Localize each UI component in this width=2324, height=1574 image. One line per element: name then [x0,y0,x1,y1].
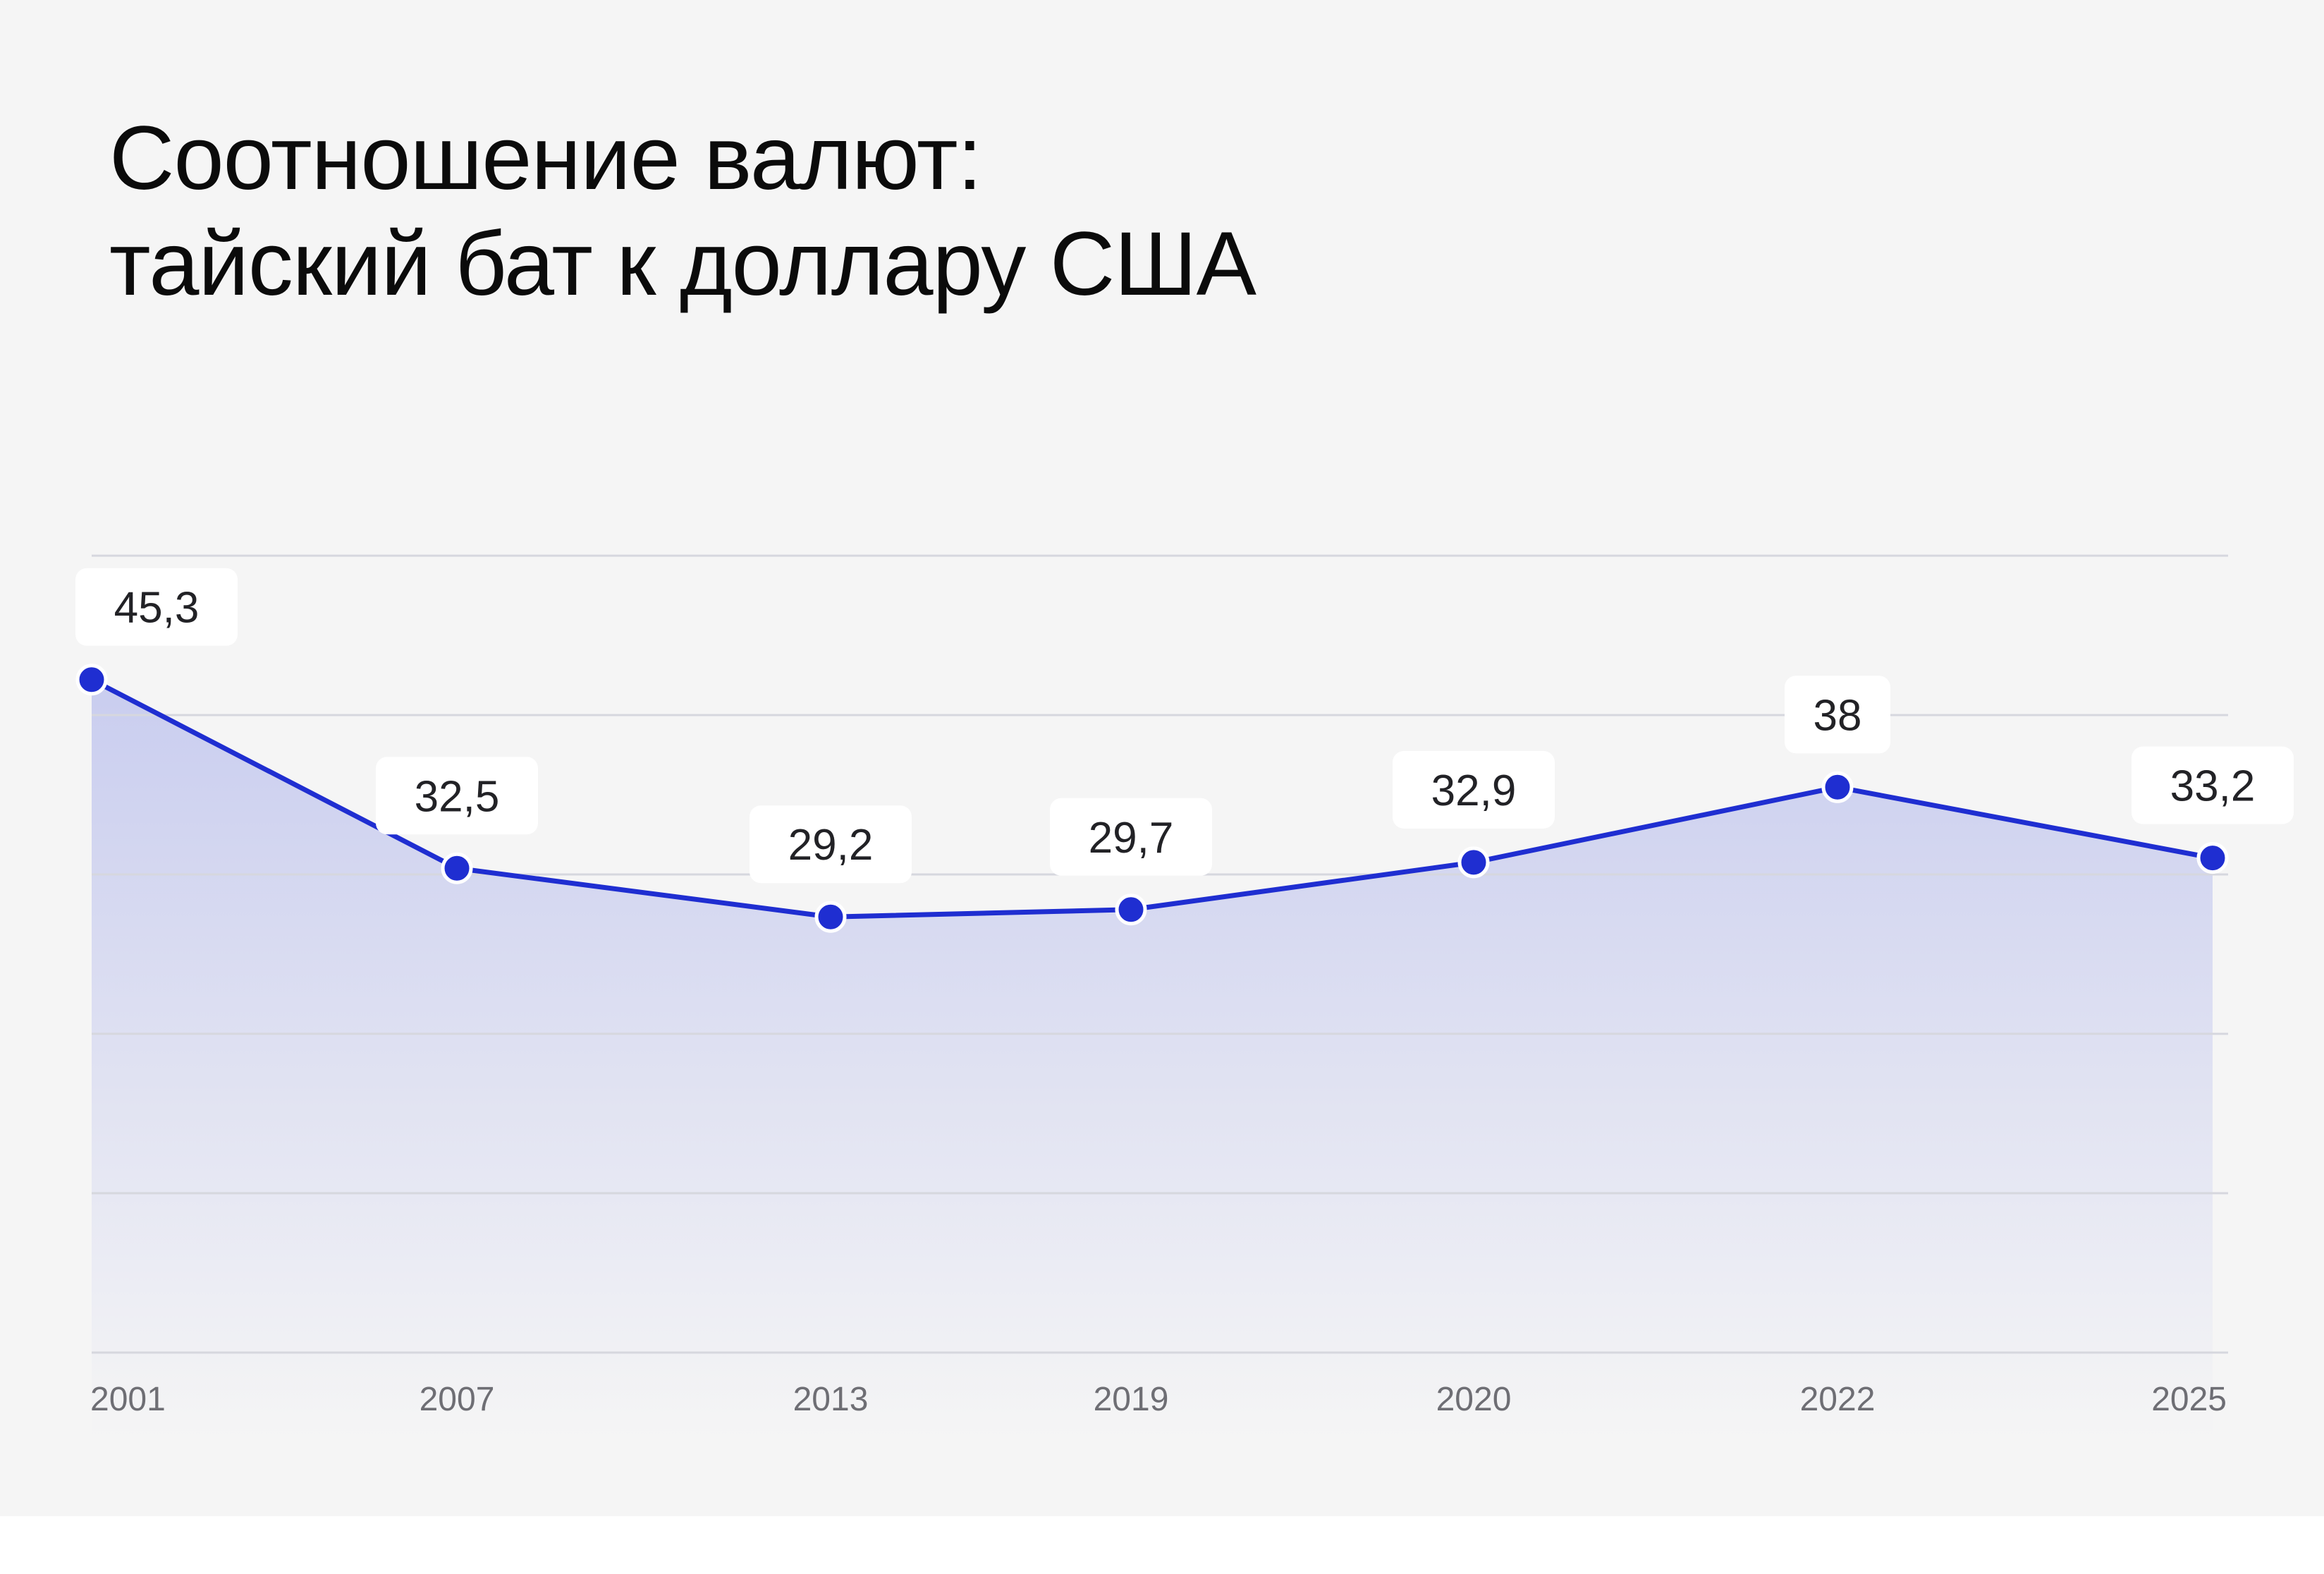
data-point-2020 [1457,846,1490,879]
chart-area-fill [92,679,2213,1439]
data-label-value: 32,9 [1431,767,1517,815]
data-point-2019 [1115,893,1147,926]
data-label-box [1393,750,1555,829]
x-tick-label-2019: 2019 [1094,1381,1169,1418]
data-label-value: 38 [1814,691,1862,740]
data-point-2007 [441,852,473,884]
x-tick-label-2022: 2022 [1800,1381,1876,1418]
data-point-2001 [75,664,108,696]
x-tick-label-2001: 2001 [90,1381,166,1418]
data-label-value: 32,5 [415,772,500,821]
data-point-2025 [2196,842,2229,874]
chart-title-line-2: тайский бат к доллару США [109,214,1256,315]
data-label-box [75,568,238,646]
data-label-2020: 32,9 [1393,750,1555,829]
data-label-box [376,757,538,835]
data-label-box [750,805,912,884]
data-label-value: 29,7 [1089,814,1174,862]
data-label-2007: 32,5 [376,757,538,835]
data-label-value: 45,3 [114,584,200,633]
x-tick-label-2020: 2020 [1436,1381,1512,1418]
data-label-value: 33,2 [2170,762,2256,811]
data-label-2025: 33,2 [2132,746,2294,824]
data-label-value: 29,2 [788,821,874,870]
x-tick-label-2013: 2013 [793,1381,869,1418]
data-label-2019: 29,7 [1050,798,1212,876]
data-point-2022 [1821,771,1854,803]
data-label-box [1050,798,1212,876]
chart-card: Соотношение валют: тайский бат к доллару… [75,106,2294,1439]
chart-title-line-1: Соотношение валют: [109,108,982,209]
data-point-2013 [814,901,847,933]
x-tick-label-2007: 2007 [420,1381,495,1418]
data-label-2022: 38 [1785,676,1890,754]
data-label-box [1785,676,1890,754]
line-area-chart: 45,3 32,5 29,2 29,7 32,9 38 33,2 2001 2007 2013 20… [75,554,2294,1439]
data-label-2013: 29,2 [750,805,912,884]
data-label-2001: 45,3 [75,568,238,646]
chart-title: Соотношение валют: тайский бат к доллару… [109,106,1256,317]
x-tick-label-2025: 2025 [2151,1381,2227,1418]
data-label-box [2132,746,2294,824]
